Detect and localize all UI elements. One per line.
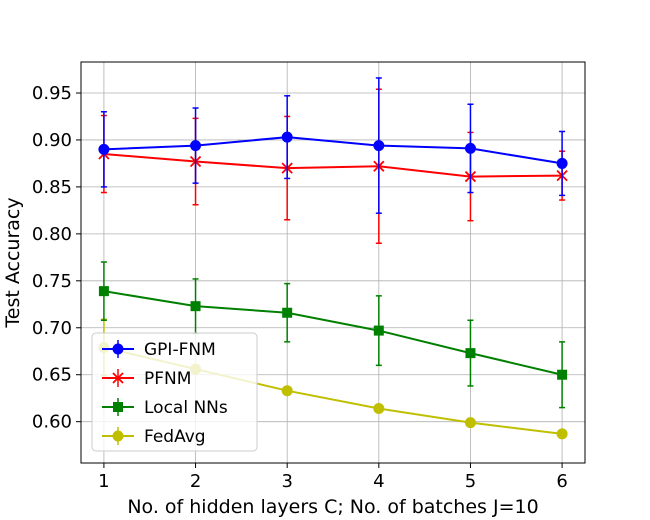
y-tick-label: 0.95 — [32, 83, 72, 104]
data-point — [281, 385, 293, 397]
legend-label: FedAvg — [144, 427, 206, 447]
data-point — [373, 403, 385, 415]
y-axis-label: Test Accuracy — [2, 197, 24, 328]
y-tick-label: 0.85 — [32, 177, 72, 198]
marker-stroke — [112, 372, 124, 384]
data-point — [373, 140, 385, 152]
data-point — [373, 325, 384, 336]
legend-box — [91, 332, 258, 452]
data-point — [557, 369, 568, 380]
legend-marker — [112, 430, 124, 442]
y-axis: 0.60 0.65 0.70 0.75 0.80 0.85 0.90 0.95 — [32, 83, 81, 433]
y-tick-label: 0.60 — [32, 412, 72, 433]
x-tick-label: 5 — [465, 471, 476, 492]
data-point — [98, 143, 110, 155]
data-point — [190, 301, 201, 312]
legend-item: Local NNs — [102, 398, 228, 418]
data-point — [464, 417, 476, 429]
x-tick-label: 2 — [190, 471, 201, 492]
y-tick-label: 0.70 — [32, 318, 72, 339]
data-point — [556, 428, 568, 440]
legend-marker — [112, 343, 124, 355]
x-tick-label: 6 — [556, 471, 567, 492]
legend: GPI-FNM PFNM Local NNs FedAvg — [91, 332, 258, 452]
legend-label: Local NNs — [144, 398, 228, 418]
legend-label: GPI-FNM — [144, 340, 216, 360]
legend-item: PFNM — [102, 369, 191, 389]
y-tick-label: 0.80 — [32, 224, 72, 245]
y-tick-label: 0.75 — [32, 271, 72, 292]
data-point — [98, 286, 109, 297]
data-point — [190, 140, 202, 152]
x-tick-label: 3 — [281, 471, 292, 492]
data-point — [465, 348, 476, 359]
y-tick-label: 0.90 — [32, 130, 72, 151]
x-tick-label: 1 — [98, 471, 109, 492]
legend-item: GPI-FNM — [102, 340, 216, 360]
data-point — [556, 157, 568, 169]
series-gpi-fnm — [98, 77, 568, 214]
plot-frame — [80, 61, 586, 464]
legend-marker — [112, 372, 124, 384]
series-local-nns — [98, 261, 568, 409]
series-line — [103, 153, 563, 178]
legend-label: PFNM — [144, 369, 191, 389]
x-axis: 1 2 3 4 5 6 — [98, 463, 568, 492]
y-tick-label: 0.65 — [32, 365, 72, 386]
data-point — [282, 307, 293, 318]
series-line — [103, 290, 563, 376]
data-point — [281, 131, 293, 143]
series-line — [103, 136, 563, 165]
data-point — [464, 142, 476, 154]
x-axis-label: No. of hidden layers C; No. of batches J… — [127, 496, 538, 518]
legend-marker — [113, 402, 123, 412]
legend-item: FedAvg — [102, 427, 206, 447]
x-tick-label: 4 — [373, 471, 384, 492]
